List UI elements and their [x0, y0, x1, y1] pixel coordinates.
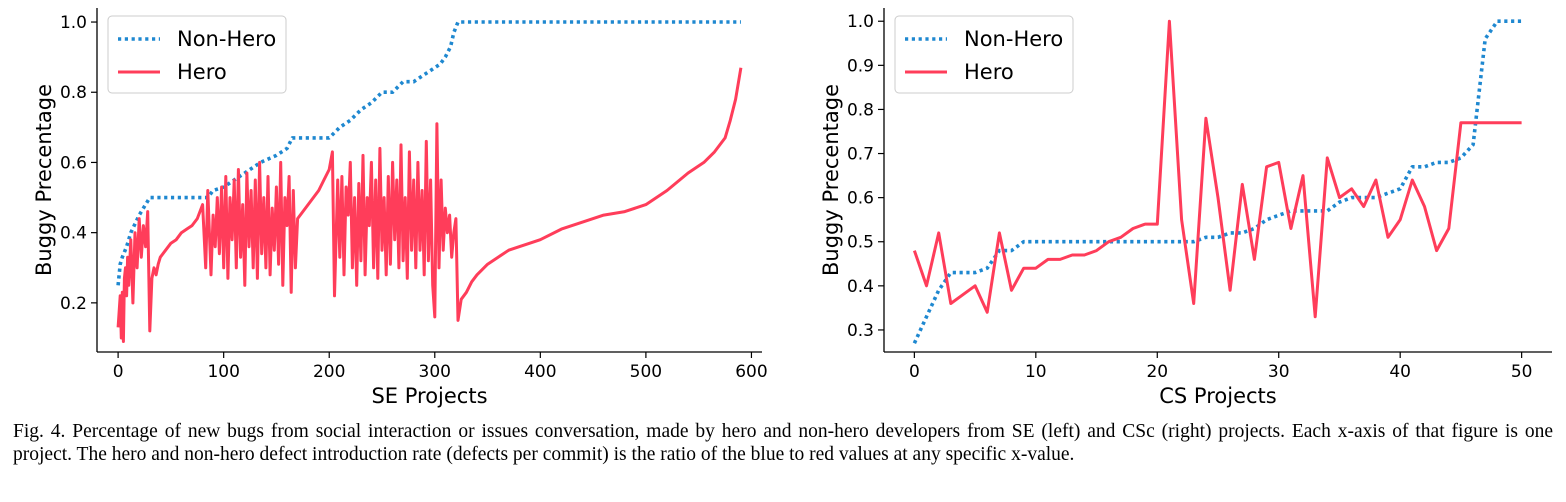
figure-caption: Fig. 4. Percentage of new bugs from soci…	[13, 421, 1553, 465]
x-tick-label: 30	[1268, 362, 1290, 382]
x-tick-label: 50	[1511, 362, 1533, 382]
legend-label-non-hero: Non-Hero	[964, 27, 1063, 51]
x-tick-label: 100	[207, 362, 239, 382]
y-tick-label: 0.7	[847, 145, 874, 165]
y-axis-label: Buggy Precentage	[32, 84, 56, 276]
legend-box	[107, 15, 287, 94]
y-axis-label: Buggy Precentage	[819, 84, 843, 276]
y-tick-label: 0.4	[847, 277, 874, 297]
legend-label-non-hero: Non-Hero	[177, 27, 276, 51]
x-tick-label: 200	[313, 362, 345, 382]
legend-label-hero: Hero	[177, 60, 227, 84]
x-tick-label: 500	[630, 362, 662, 382]
y-tick-label: 0.3	[847, 321, 874, 341]
series-line-non-hero	[912, 19, 1522, 344]
chart-panel-1: 0 100 200 300 400 500 600 0.2 0.4 0.6 0.8 1.0 SE Pro…	[32, 8, 768, 408]
x-tick-label: 300	[419, 362, 451, 382]
x-axis-label: CS Projects	[1159, 384, 1276, 408]
x-tick-label: 40	[1389, 362, 1411, 382]
y-tick-label: 0.6	[60, 153, 87, 173]
x-tick-label: 20	[1146, 362, 1168, 382]
x-axis-label: SE Projects	[371, 384, 487, 408]
y-tick-label: 0.9	[847, 56, 874, 76]
series-line-hero	[116, 67, 743, 343]
y-tick-label: 0.5	[847, 233, 874, 253]
x-tick-label: 600	[735, 362, 767, 382]
y-tick-label: 1.0	[60, 13, 87, 33]
chart-panel-2: 0 10 20 30 40 50 0.3 0.4 0.5 0.6 0.7 0.8 0.9 1.0 CS Pr…	[819, 8, 1552, 408]
legend-label-hero: Hero	[964, 60, 1014, 84]
x-tick-label: 400	[524, 362, 556, 382]
x-tick-label: 0	[909, 362, 920, 382]
series-line-hero	[912, 19, 1522, 319]
y-tick-label: 0.4	[60, 224, 87, 244]
y-tick-label: 1.0	[847, 12, 874, 32]
x-tick-label: 0	[113, 362, 124, 382]
y-tick-label: 0.6	[847, 189, 874, 209]
legend-box	[894, 15, 1074, 94]
x-tick-label: 10	[1025, 362, 1047, 382]
y-tick-label: 0.2	[60, 294, 87, 314]
series-line-non-hero	[116, 20, 741, 286]
y-tick-label: 0.8	[847, 100, 874, 120]
y-tick-label: 0.8	[60, 83, 87, 103]
